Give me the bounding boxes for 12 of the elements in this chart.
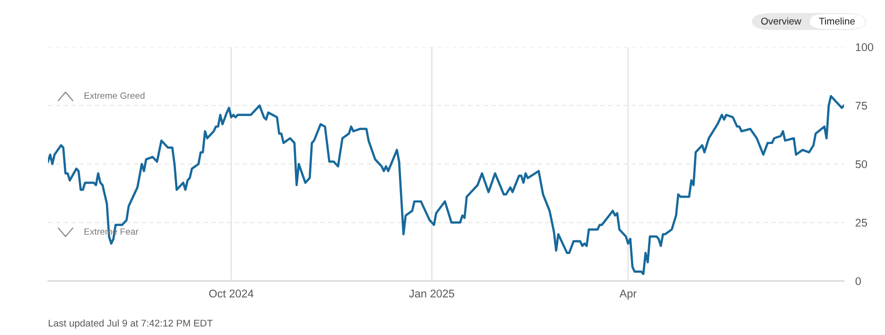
annotation: Extreme Greed [84, 92, 144, 99]
text: Overview [761, 17, 802, 25]
y-tick-label: 50 [856, 160, 868, 168]
text: Last updated Jul 9 at 7:42:12 PM EDT [48, 319, 213, 329]
x-tick-label: Oct 2024 [209, 290, 254, 298]
y-tick-label: 0 [856, 277, 861, 286]
y-tick-label: 75 [856, 102, 868, 110]
y-tick-label: 100 [856, 43, 874, 52]
text: Timeline [819, 17, 855, 25]
x-tick-label: Jan 2025 [409, 290, 454, 298]
y-tick-label: 25 [856, 218, 868, 227]
x-tick-label: Apr [619, 290, 637, 300]
